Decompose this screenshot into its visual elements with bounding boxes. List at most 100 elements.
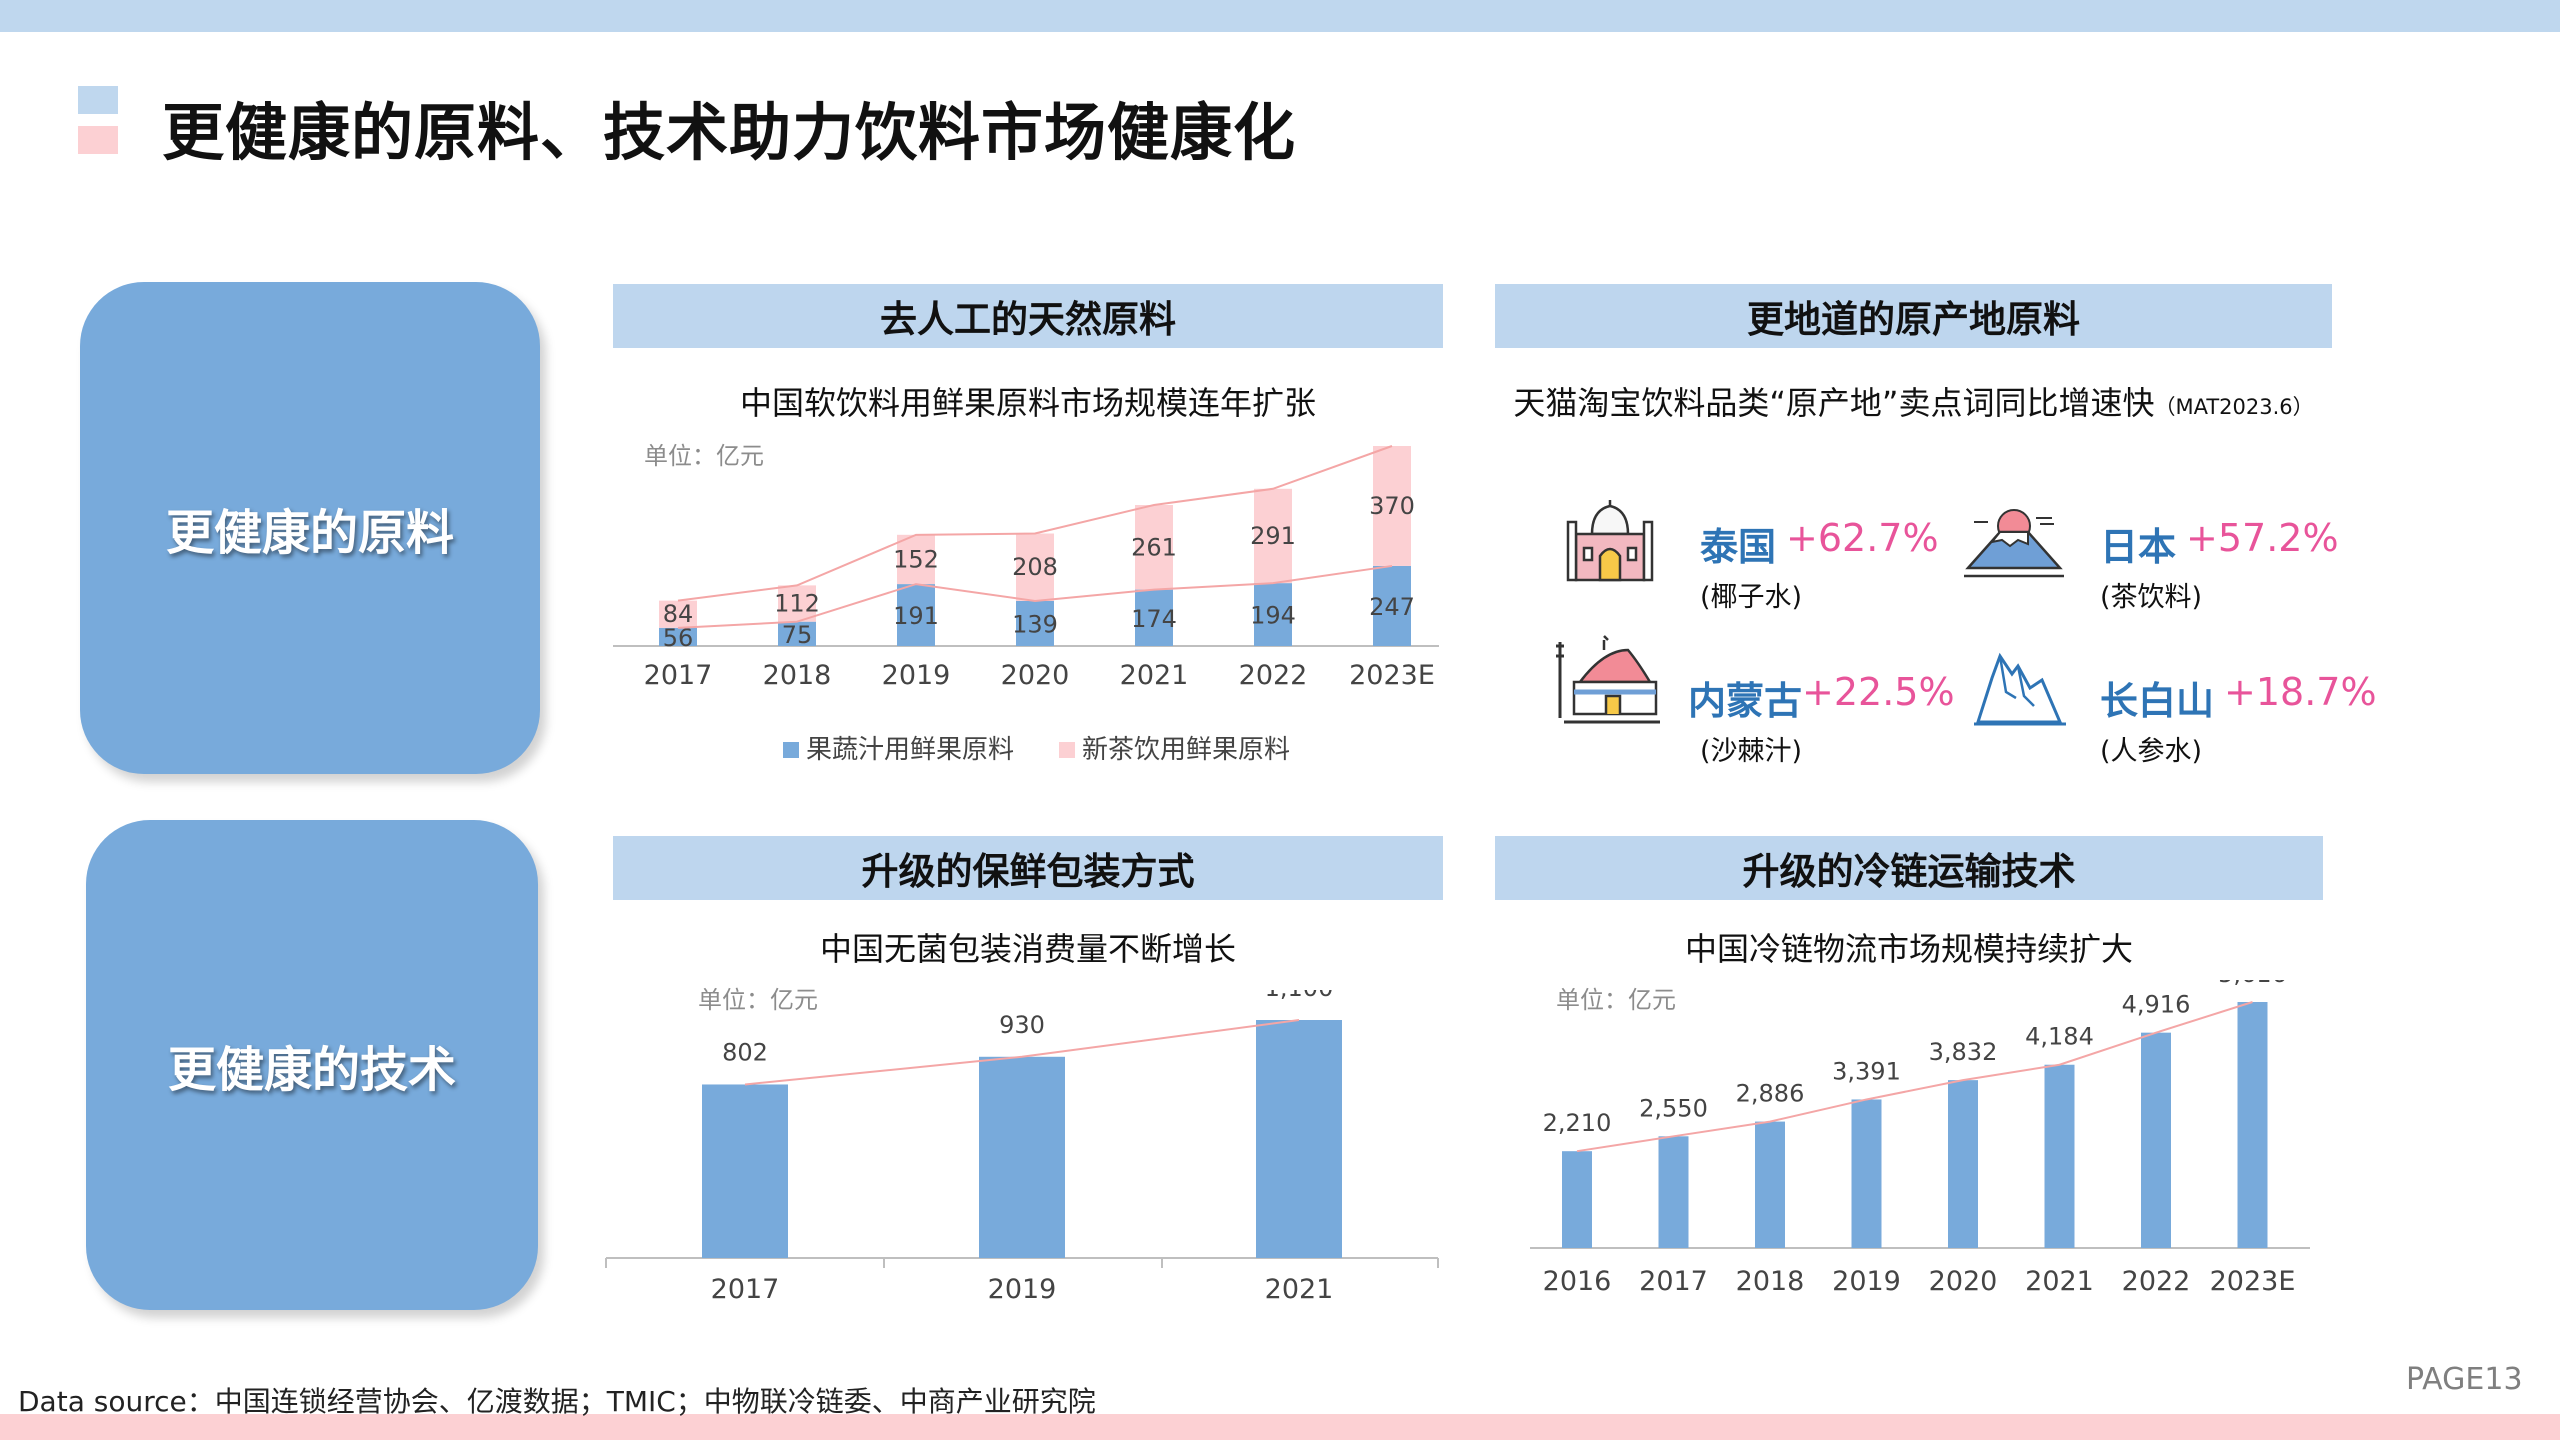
origin-item-inner-mongolia: 内蒙古 +22.5% (沙棘汁) [1688,670,1955,768]
value-label: 2,550 [1639,1094,1708,1122]
x-tick-label: 2022 [2122,1266,2191,1297]
value-label: 930 [999,1011,1045,1039]
x-tick-label: 2019 [988,1274,1057,1305]
x-tick-label: 2023E [2210,1266,2296,1297]
value-label-tea: 208 [1012,553,1058,581]
origin-subtitle-note: （MAT2023.6） [2154,395,2314,419]
value-label: 1,100 [1265,990,1334,1002]
x-tick-label: 2016 [1543,1266,1612,1297]
origin-subtitle: 天猫淘宝饮料品类“原产地”卖点词同比增速快 [1513,384,2155,422]
bar-juice-2023E [1373,565,1411,646]
mongolian-yurt-icon [1556,635,1660,724]
x-tick-label: 2018 [763,660,832,691]
bar-juice-2017 [659,627,697,646]
legend-swatch-juice [783,742,799,758]
origin-name: 日本 [2100,525,2177,569]
origin-note: (茶饮料) [2100,582,2203,613]
category-box-technology: 更健康的技术 [86,820,538,1310]
origin-name: 内蒙古 [1688,679,1803,723]
value-label: 2,886 [1736,1080,1805,1108]
bar-juice-2018 [778,621,816,646]
value-label-juice: 247 [1369,593,1415,621]
x-tick-label: 2017 [644,660,713,691]
origin-subtitle-row: 天猫淘宝饮料品类“原产地”卖点词同比增速快 （MAT2023.6） [1495,378,2332,424]
value-label: 5,616 [2218,980,2287,988]
chart1-unit: 单位：亿元 [644,442,764,470]
trend-line [1576,1001,2253,1153]
value-label: 4,916 [2122,991,2191,1019]
title-marker-blue [78,86,118,114]
data-source-footer: Data source：中国连锁经营协会、亿渡数据；TMIC；中物联冷链委、中商… [18,1385,1096,1418]
value-label-juice: 174 [1131,605,1177,633]
bar-tea-2021 [1135,504,1173,590]
value-label-tea: 84 [663,600,694,628]
bar-2019 [979,1056,1065,1258]
bar-juice-2019 [897,584,935,646]
value-label-tea: 370 [1369,492,1415,520]
section-header-natural: 去人工的天然原料 [613,284,1443,348]
origin-item-thailand: 泰国 +62.7% (椰子水) [1700,516,1939,614]
bar-tea-2019 [897,534,935,585]
bar-2021 [2044,1064,2075,1248]
mount-fuji-icon [1964,509,2064,578]
origin-item-changbai: 长白山 +18.7% (人参水) [2100,670,2377,768]
value-label: 3,832 [1929,1038,1998,1066]
origin-item-japan: 日本 +57.2% (茶饮料) [2100,516,2339,614]
origin-pct: +62.7% [1786,516,1939,560]
value-label-juice: 191 [893,602,939,630]
title-marker-pink [78,126,118,154]
value-label: 3,391 [1832,1057,1901,1085]
taj-mahal-icon [1566,500,1654,582]
x-tick-label: 2023E [1349,660,1435,691]
x-tick-label: 2020 [1929,1266,1998,1297]
value-label-tea: 291 [1250,522,1296,550]
bar-tea-2020 [1016,533,1054,601]
bar-tea-2022 [1254,488,1292,584]
page-number: PAGE13 [2406,1362,2523,1397]
bar-2019 [1851,1099,1882,1248]
value-label: 2,210 [1543,1109,1612,1137]
origin-pct: +57.2% [2186,516,2339,560]
section-header-origin: 更地道的原产地原料 [1495,284,2332,348]
bar-tea-2018 [778,585,816,622]
origin-name: 长白山 [2100,679,2215,723]
bar-juice-2022 [1254,583,1292,646]
origin-note: (沙棘汁) [1700,736,1803,767]
category-box-ingredients: 更健康的原料 [80,282,540,774]
value-label-juice: 56 [663,624,694,652]
value-label: 4,184 [2025,1023,2094,1051]
bar-2017 [1658,1136,1689,1248]
bottom-banner [0,1414,2560,1440]
value-label-tea: 152 [893,545,939,573]
aseptic-packaging-bar-chart: 802 2017 930 2019 1,100 2021 [605,990,1439,1305]
x-tick-label: 2022 [1239,660,1308,691]
legend-label-tea: 新茶饮用鲜果原料 [1082,735,1290,765]
bar-tea-2023E [1373,446,1411,566]
x-tick-label: 2017 [1639,1266,1708,1297]
x-tick-label: 2018 [1736,1266,1805,1297]
value-label-juice: 139 [1012,610,1058,638]
origin-name: 泰国 [1700,525,1777,569]
bar-juice-2021 [1135,589,1173,646]
bar-2018 [1755,1121,1785,1248]
x-tick-label: 2021 [2025,1266,2094,1297]
trend-line-juice [677,564,1393,629]
chart1-subtitle: 中国软饮料用鲜果原料市场规模连年扩张 [739,384,1316,422]
bar-2020 [1948,1080,1978,1248]
chart3-subtitle: 中国冷链物流市场规模持续扩大 [1684,930,2133,968]
trend-line [744,1019,1300,1086]
bar-2023E [2237,1002,2268,1248]
x-tick-label: 2020 [1001,660,1070,691]
value-label-juice: 194 [1250,602,1296,630]
x-tick-label: 2021 [1265,1274,1334,1305]
chart2-unit: 单位：亿元 [698,986,818,1014]
legend-label-juice: 果蔬汁用鲜果原料 [806,735,1014,765]
cold-chain-bar-chart: 2,210 2016 2,550 2017 2,886 2018 3,391 2019 3,83… [1530,980,2310,1297]
value-label-tea: 261 [1131,533,1177,561]
origin-note: (人参水) [2100,736,2203,767]
bar-2017 [702,1084,788,1258]
top-banner [0,0,2560,32]
bar-tea-2017 [659,600,697,628]
x-tick-label: 2021 [1120,660,1189,691]
bar-2016 [1562,1151,1592,1248]
